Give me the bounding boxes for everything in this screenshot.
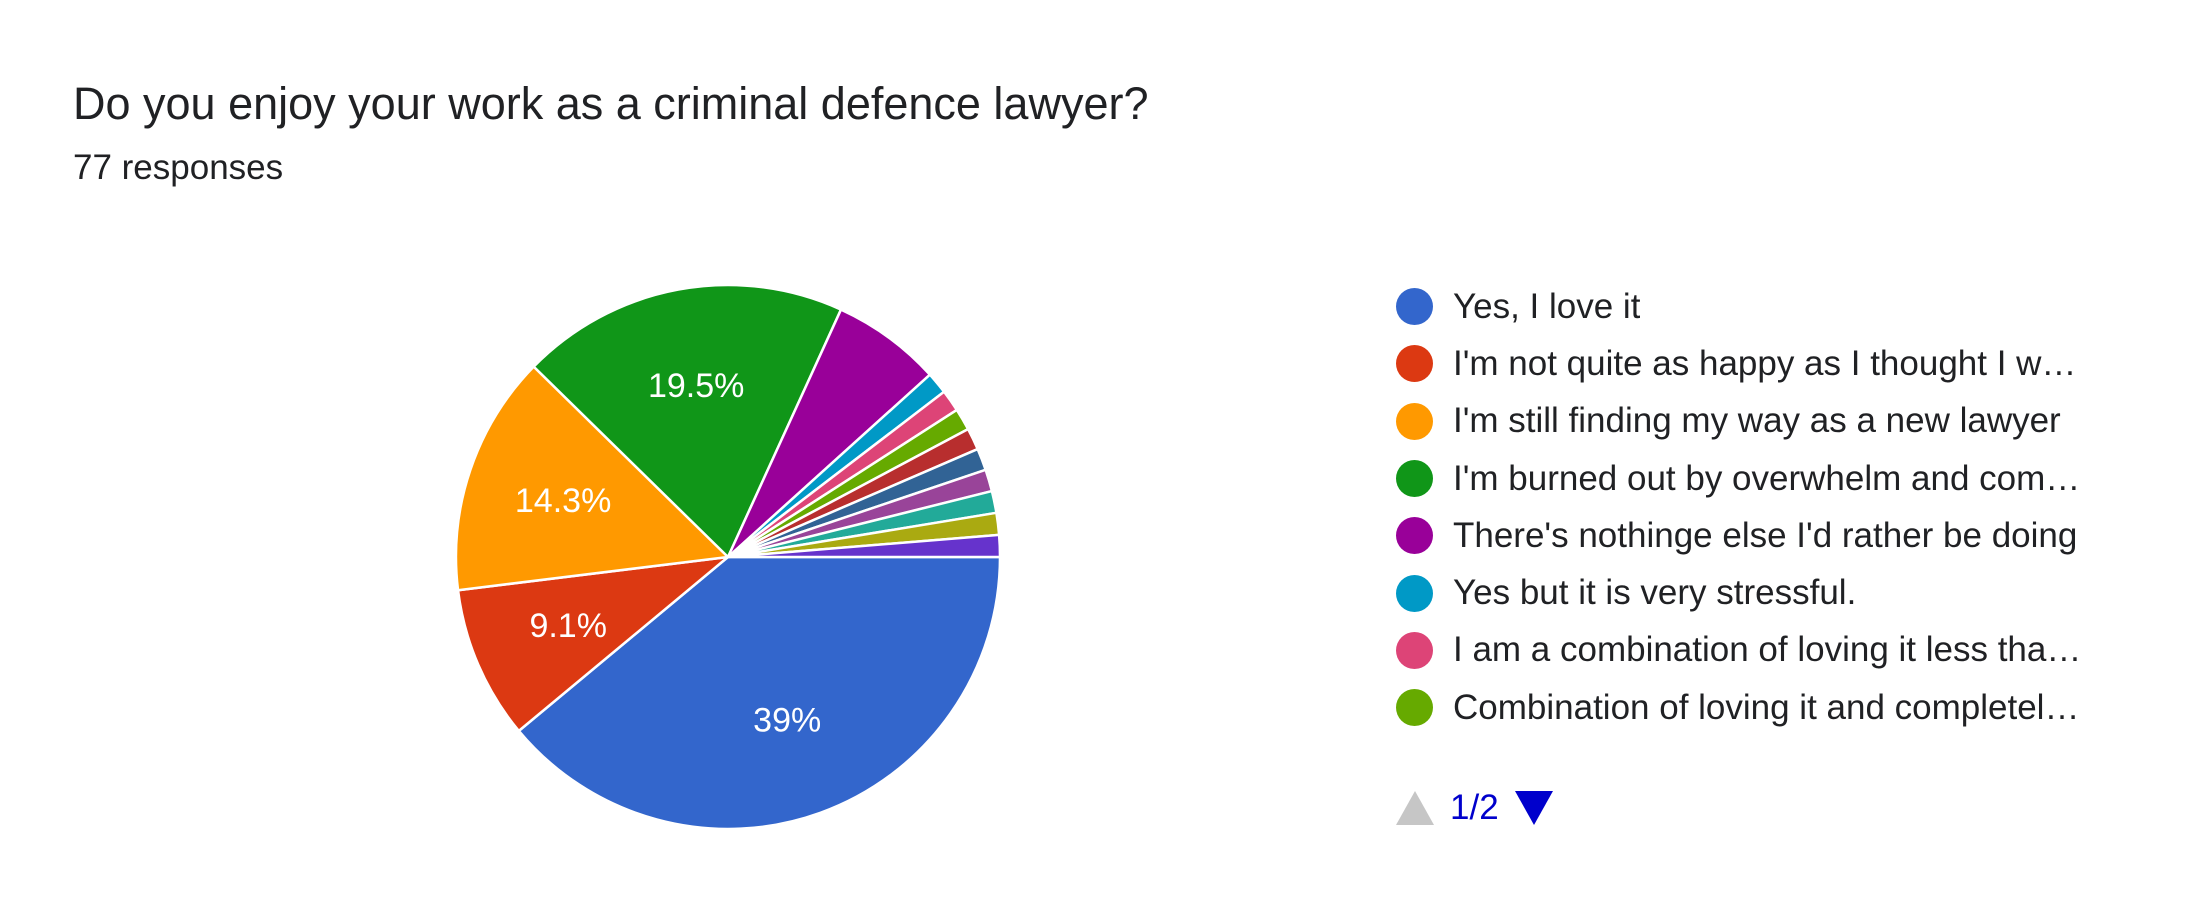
legend-item-nothing-else[interactable]: There's nothinge else I'd rather be doin… xyxy=(1396,507,2116,564)
slice-percent-label-1: 9.1% xyxy=(529,607,607,645)
legend-item-burned-out[interactable]: I'm burned out by overwhelm and com… xyxy=(1396,450,2116,507)
legend-item-very-stressful[interactable]: Yes but it is very stressful. xyxy=(1396,564,2116,621)
pie-slice-13[interactable] xyxy=(726,533,1002,559)
pie-slice-0[interactable] xyxy=(517,555,1002,831)
legend-label: Combination of loving it and completel… xyxy=(1453,687,2080,727)
slice-percent-label-0: 39% xyxy=(753,702,821,740)
slice-percent-label-3: 19.5% xyxy=(648,367,744,405)
legend-item-yes-love-it[interactable]: Yes, I love it xyxy=(1396,278,2116,335)
legend-item-loving-it-less[interactable]: I am a combination of loving it less tha… xyxy=(1396,622,2116,679)
legend-item-not-quite-happy[interactable]: I'm not quite as happy as I thought I w… xyxy=(1396,335,2116,392)
pie-slice-4[interactable] xyxy=(726,308,932,559)
legend-label: I'm still finding my way as a new lawyer xyxy=(1453,401,2061,441)
next-page-arrow-icon[interactable] xyxy=(1514,791,1553,825)
legend-pager: 1/2 xyxy=(1396,786,1553,830)
legend-swatch xyxy=(1396,517,1433,555)
chart-title: Do you enjoy your work as a criminal def… xyxy=(73,78,1149,129)
previous-page-arrow-icon xyxy=(1396,791,1434,825)
legend-item-finding-my-way[interactable]: I'm still finding my way as a new lawyer xyxy=(1396,393,2116,450)
pie-slice-1[interactable] xyxy=(456,555,730,733)
legend-label: There's nothinge else I'd rather be doin… xyxy=(1453,515,2078,555)
legend-item-combination[interactable]: Combination of loving it and completel… xyxy=(1396,679,2116,736)
legend-swatch xyxy=(1396,402,1433,440)
legend-label: I am a combination of loving it less tha… xyxy=(1453,630,2082,670)
legend-swatch xyxy=(1396,631,1433,669)
legend-swatch xyxy=(1396,288,1433,326)
legend-swatch xyxy=(1396,689,1433,727)
legend-swatch xyxy=(1396,345,1433,383)
legend-label: I'm burned out by overwhelm and com… xyxy=(1453,458,2081,498)
response-count: 77 responses xyxy=(73,148,284,187)
legend-label: I'm not quite as happy as I thought I w… xyxy=(1453,343,2077,383)
slice-percent-label-2: 14.3% xyxy=(515,482,611,520)
legend-swatch xyxy=(1396,460,1433,498)
legend: Yes, I love it I'm not quite as happy as… xyxy=(1396,278,2116,736)
pie-slice-3[interactable] xyxy=(532,283,843,559)
legend-label: Yes but it is very stressful. xyxy=(1453,573,1857,613)
legend-label: Yes, I love it xyxy=(1453,286,1641,326)
page-indicator: 1/2 xyxy=(1450,788,1499,827)
legend-swatch xyxy=(1396,574,1433,612)
pie-slice-2[interactable] xyxy=(454,365,730,592)
